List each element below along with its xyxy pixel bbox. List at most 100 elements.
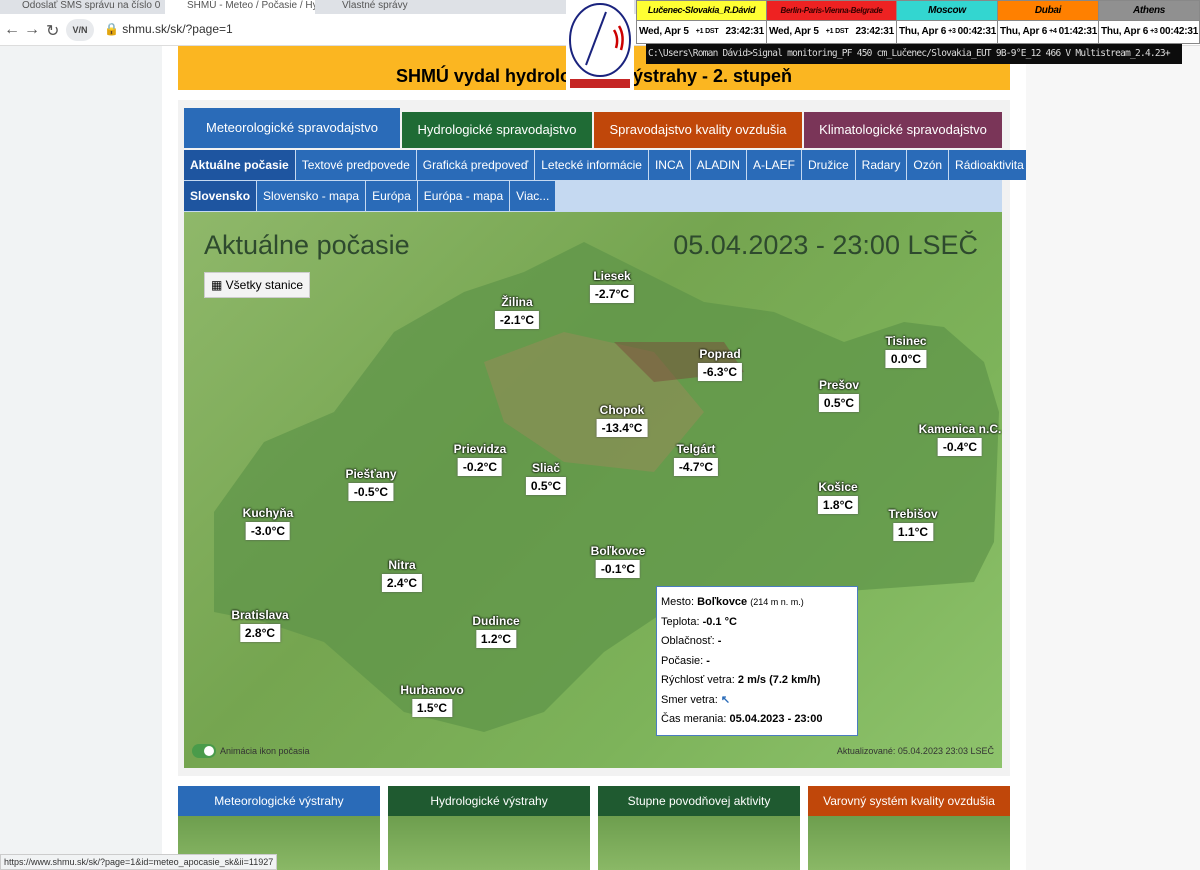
subnav-item[interactable]: Ozón xyxy=(907,150,950,180)
station-marker[interactable]: Piešťany -0.5°C xyxy=(345,467,397,501)
station-marker[interactable]: Prievidza -0.2°C xyxy=(454,442,506,476)
weather-map[interactable]: Aktuálne počasie 05.04.2023 - 23:00 LSEČ… xyxy=(184,212,1002,768)
station-marker[interactable]: Nitra 2.4°C xyxy=(381,558,423,592)
subnav-item[interactable]: Rádioaktivita xyxy=(949,150,1031,180)
subnav-item[interactable]: Textové predpovede xyxy=(295,150,417,180)
station-temp[interactable]: 0.0°C xyxy=(885,350,927,368)
subnav-item[interactable]: INCA xyxy=(648,150,691,180)
subnav2-item[interactable]: Európa xyxy=(366,181,418,211)
clock-cell: Dubai Thu, Apr 6 +4 01:42:31 xyxy=(998,1,1099,43)
station-temp[interactable]: 0.5°C xyxy=(525,477,567,495)
subnav-item[interactable]: A-LAEF xyxy=(746,150,802,180)
browser-tab[interactable]: Vlastné správy xyxy=(342,0,408,11)
station-marker[interactable]: Prešov 0.5°C xyxy=(818,378,860,412)
clock-cell: Moscow Thu, Apr 6 +3 00:42:31 xyxy=(897,1,998,43)
station-marker[interactable]: Košice 1.8°C xyxy=(817,480,859,514)
station-temp[interactable]: 2.8°C xyxy=(239,624,281,642)
right-margin xyxy=(1026,46,1200,870)
station-marker[interactable]: Bratislava 2.8°C xyxy=(231,608,289,642)
tab-climate[interactable]: Klimatologické spravodajstvo xyxy=(804,112,1002,148)
station-temp[interactable]: -0.2°C xyxy=(457,458,503,476)
station-temp[interactable]: -2.1°C xyxy=(494,311,540,329)
subnav2-item[interactable]: Slovensko - mapa xyxy=(257,181,367,211)
cmd-window: C:\Users\Roman Dávid>Signal monitoring_P… xyxy=(646,44,1182,64)
url-field[interactable]: 🔒 shmu.sk/sk/?page=1 xyxy=(104,22,233,36)
station-temp[interactable]: -3.0°C xyxy=(245,522,291,540)
toggle-switch[interactable] xyxy=(192,744,216,758)
station-marker[interactable]: Telgárt -4.7°C xyxy=(673,442,719,476)
subnav2-item[interactable]: Európa - mapa xyxy=(417,181,511,211)
station-temp[interactable]: -4.7°C xyxy=(673,458,719,476)
station-name: Tisinec xyxy=(885,334,927,348)
subnav-item[interactable]: Aktuálne počasie xyxy=(184,150,296,180)
map-datetime: 05.04.2023 - 23:00 LSEČ xyxy=(673,230,978,260)
browser-tab-active[interactable]: SHMÚ - Meteo / Počasie / Hydro xyxy=(165,0,315,14)
all-stations-button[interactable]: ▦ Všetky stanice xyxy=(204,272,311,298)
station-temp[interactable]: -0.5°C xyxy=(348,483,394,501)
subnav-item[interactable]: Radary xyxy=(855,150,908,180)
clock-offset: +1 DST xyxy=(825,28,849,35)
station-name: Dudince xyxy=(472,614,520,628)
clock-city: Moscow xyxy=(897,1,997,20)
station-temp[interactable]: 1.1°C xyxy=(892,523,934,541)
station-marker[interactable]: Dudince 1.2°C xyxy=(472,614,520,648)
subnav2-item[interactable]: Viac... xyxy=(510,181,557,211)
station-name: Sliač xyxy=(531,461,561,475)
station-temp[interactable]: -0.4°C xyxy=(937,438,983,456)
subnav-item[interactable]: Grafická predpoveď xyxy=(416,150,536,180)
station-temp[interactable]: -0.1°C xyxy=(595,560,641,578)
station-temp[interactable]: -13.4°C xyxy=(596,419,648,437)
station-temp[interactable]: 0.5°C xyxy=(818,394,860,412)
forward-icon[interactable]: → xyxy=(24,21,40,38)
station-marker[interactable]: Žilina -2.1°C xyxy=(494,295,540,329)
subnav-item[interactable]: Družice xyxy=(801,150,856,180)
wind-direction-icon: ↖ xyxy=(720,693,731,706)
station-marker[interactable]: Liesek -2.7°C xyxy=(589,269,635,303)
station-temp[interactable]: 2.4°C xyxy=(381,574,423,592)
dxsatcs-logo xyxy=(566,0,634,90)
station-temp[interactable]: -2.7°C xyxy=(589,285,635,303)
station-name: Bratislava xyxy=(231,608,289,622)
station-marker[interactable]: Kuchyňa -3.0°C xyxy=(243,506,293,540)
station-marker[interactable]: Chopok -13.4°C xyxy=(596,403,648,437)
station-temp[interactable]: 1.5°C xyxy=(411,699,453,717)
hydro-warnings-card[interactable]: Hydrologické výstrahy xyxy=(388,786,590,870)
station-name: Žilina xyxy=(501,295,533,309)
subnav-item[interactable]: ALADIN xyxy=(690,150,747,180)
reload-icon[interactable]: ↻ xyxy=(46,23,60,40)
animation-toggle[interactable]: Animácia ikon počasia xyxy=(192,744,310,758)
subnav-item[interactable]: Letecké informácie xyxy=(535,150,649,180)
station-marker[interactable]: Sliač 0.5°C xyxy=(525,461,567,495)
vpn-icon[interactable]: V/N xyxy=(66,19,94,41)
clock-city: Athens xyxy=(1099,1,1199,20)
station-marker[interactable]: Boľkovce -0.1°C xyxy=(591,544,645,578)
station-marker[interactable]: Trebišov 1.1°C xyxy=(888,507,938,541)
station-marker[interactable]: Tisinec 0.0°C xyxy=(885,334,927,368)
station-tooltip: Mesto: Boľkovce (214 m n. m.) Teplota: -… xyxy=(656,586,858,736)
updated-text: Aktualizované: 05.04.2023 23:03 LSEČ xyxy=(836,746,994,756)
clock-date: Wed, Apr 5 xyxy=(769,26,819,37)
back-icon[interactable]: ← xyxy=(4,21,20,38)
tab-meteo[interactable]: Meteorologické spravodajstvo xyxy=(184,108,400,148)
clock-date: Thu, Apr 6 xyxy=(899,26,947,37)
flood-levels-card[interactable]: Stupne povodňovej aktivity xyxy=(598,786,800,870)
station-marker[interactable]: Kamenica n.C. -0.4°C xyxy=(919,422,1001,456)
subnav2-item[interactable]: Slovensko xyxy=(184,181,258,211)
station-temp[interactable]: 1.2°C xyxy=(475,630,517,648)
station-temp[interactable]: -6.3°C xyxy=(697,363,743,381)
station-name: Telgárt xyxy=(676,442,716,456)
tab-air[interactable]: Spravodajstvo kvality ovzdušia xyxy=(594,112,802,148)
tab-hydro[interactable]: Hydrologické spravodajstvo xyxy=(402,112,592,148)
browser-tab[interactable]: Odoslať SMS správu na číslo 0905... xyxy=(22,0,160,11)
clock-time: 00:42:31 xyxy=(1159,26,1199,37)
air-quality-card[interactable]: Varovný systém kvality ovzdušia xyxy=(808,786,1010,870)
clock-time: 23:42:31 xyxy=(855,26,895,37)
status-bar-url: https://www.shmu.sk/sk/?page=1&id=meteo_… xyxy=(0,854,278,870)
world-clock: Lučenec-Slovakia_R.Dávid Wed, Apr 5 +1 DST… xyxy=(636,0,1200,44)
clock-cell: Athens Thu, Apr 6 +3 00:42:31 xyxy=(1099,1,1200,43)
station-temp[interactable]: 1.8°C xyxy=(817,496,859,514)
clock-cell: Berlin-Paris-Vienna-Belgrade Wed, Apr 5 +1… xyxy=(767,1,897,43)
station-marker[interactable]: Poprad -6.3°C xyxy=(697,347,743,381)
clock-cell: Lučenec-Slovakia_R.Dávid Wed, Apr 5 +1 DST… xyxy=(637,1,767,43)
station-marker[interactable]: Hurbanovo 1.5°C xyxy=(400,683,464,717)
